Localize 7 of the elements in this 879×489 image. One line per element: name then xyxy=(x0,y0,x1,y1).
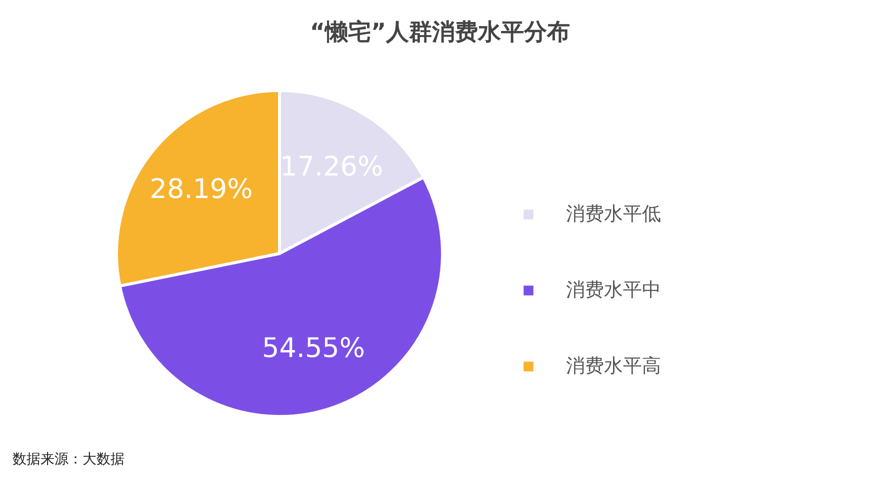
legend-label: 消费水平低 xyxy=(566,202,661,227)
legend-label: 消费水平中 xyxy=(566,278,661,303)
source-note: 数据来源：大数据 xyxy=(12,452,124,468)
legend-label: 消费水平高 xyxy=(566,354,661,379)
data-label: 28.19% xyxy=(150,174,253,206)
chart-title: “懒宅”人群消费水平分布 xyxy=(310,18,570,46)
data-label: 54.55% xyxy=(262,333,365,364)
